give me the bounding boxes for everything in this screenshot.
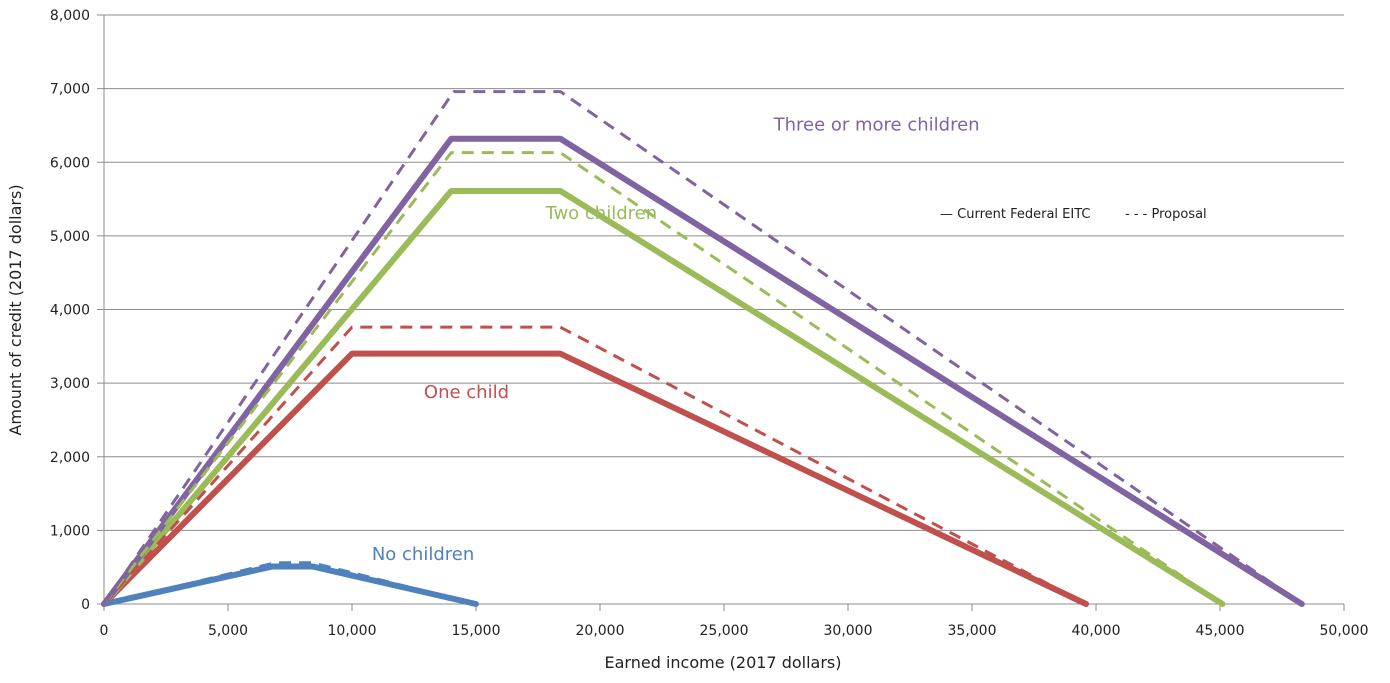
x-tick-label: 15,000 [452, 623, 501, 639]
gridlines [104, 14, 1344, 605]
series-line-no-children-current [101, 563, 479, 607]
series-label-one-child: One child [424, 382, 509, 403]
series-line-three-or-more-children-proposal [102, 90, 1303, 606]
x-tick-label: 30,000 [824, 623, 873, 639]
y-tick-label: 6,000 [50, 155, 90, 171]
series-line-no-children-proposal [103, 561, 477, 606]
x-tick-label: 25,000 [700, 623, 749, 639]
axes: 0 1,000 2,000 3,000 4,000 5,000 6,000 7,000 8,00… [50, 8, 1369, 639]
y-tick-label: 7,000 [50, 82, 90, 98]
legend-entry-dashed: - - - Proposal [1125, 207, 1207, 222]
series-label-two-children: Two children [544, 203, 657, 224]
series-line-two-children-proposal [102, 151, 1224, 606]
x-axis-title: Earned income (2017 dollars) [605, 653, 842, 672]
y-tick-label: 1,000 [50, 523, 90, 539]
x-tick-label: 5,000 [208, 623, 248, 639]
series-label-no-children: No children [372, 544, 474, 565]
series-label-three-or-more-children: Three or more children [773, 115, 980, 136]
series-line-two-children-current [101, 187, 1226, 607]
y-axis-title: Amount of credit (2017 dollars) [6, 184, 25, 435]
x-tick-label: 20,000 [576, 623, 625, 639]
x-tick-label: 10,000 [328, 623, 377, 639]
x-tick-label: 0 [100, 623, 109, 639]
x-tick-label: 45,000 [1196, 623, 1245, 639]
series-line-one-child-current [101, 350, 1090, 607]
series-annotations: Three or more children Two children One ch… [372, 115, 980, 565]
y-tick-label: 4,000 [50, 303, 90, 319]
legend: — Current Federal EITC - - - Proposal [940, 207, 1207, 222]
series-line-one-child-proposal [102, 325, 1087, 606]
y-tick-label: 8,000 [50, 8, 90, 24]
x-tick-label: 35,000 [948, 623, 997, 639]
y-tick-label: 0 [81, 597, 90, 613]
series-line-three-or-more-children-current [101, 135, 1305, 607]
x-tick-label: 40,000 [1072, 623, 1121, 639]
legend-entry-solid: — Current Federal EITC [940, 207, 1090, 222]
series-lines [101, 90, 1305, 607]
y-tick-label: 3,000 [50, 376, 90, 392]
y-tick-label: 5,000 [50, 229, 90, 245]
y-tick-label: 2,000 [50, 450, 90, 466]
x-tick-label: 50,000 [1320, 623, 1369, 639]
